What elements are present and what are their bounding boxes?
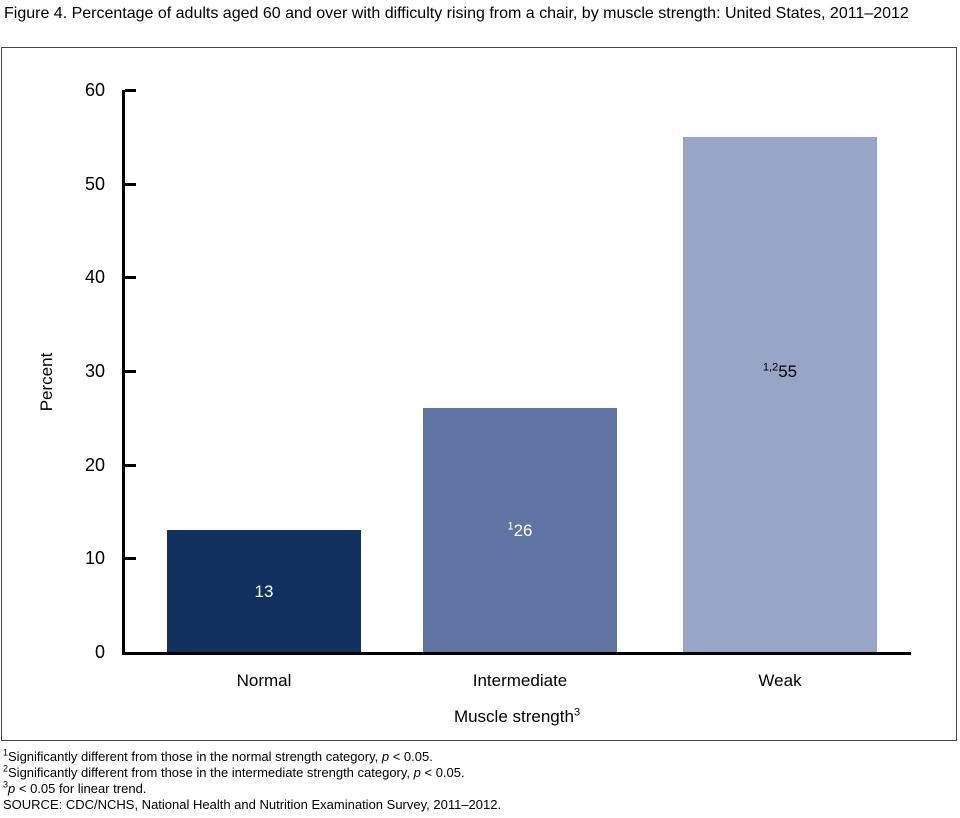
- bar-normal: [167, 530, 361, 652]
- bar-value-label: 126: [423, 520, 617, 542]
- bar-value-text: 26: [513, 521, 533, 540]
- x-axis-title: Muscle strength3: [123, 707, 911, 727]
- y-tick-label: 10: [84, 548, 105, 569]
- footnote-superscript: 3: [3, 779, 9, 790]
- footnote-2: 2Significantly different from those in t…: [3, 763, 465, 780]
- x-axis-title-text: Muscle strength: [453, 707, 574, 726]
- figure-title: Figure 4. Percentage of adults aged 60 a…: [4, 5, 909, 22]
- x-axis-line: [122, 652, 911, 655]
- footnote-superscript: 2: [3, 763, 9, 774]
- footnote-italic-p: p: [413, 765, 421, 780]
- footnote-superscript: 1: [3, 747, 9, 758]
- y-axis-line: [122, 90, 125, 655]
- bar-value-superscript: 1,2: [762, 361, 779, 374]
- footnote-3: 3p < 0.05 for linear trend.: [3, 779, 147, 796]
- y-tick-mark: [125, 557, 136, 561]
- y-tick-label: 60: [84, 80, 105, 100]
- y-tick-label: 20: [84, 454, 105, 475]
- bar-value-text: 13: [254, 582, 274, 601]
- bar-value-label: 1,255: [683, 361, 877, 383]
- x-axis-title-superscript: 3: [573, 706, 581, 719]
- footnote-italic-p: p: [8, 781, 16, 796]
- y-tick-mark: [125, 370, 136, 373]
- source-line: SOURCE: CDC/NCHS, National Health and Nu…: [3, 797, 502, 812]
- footnote-italic-p: p: [381, 749, 390, 764]
- y-tick-label: 50: [84, 173, 105, 194]
- y-tick-mark: [125, 89, 136, 92]
- y-tick-label: 40: [84, 267, 105, 288]
- bar-weak: [683, 137, 877, 652]
- y-tick-label: 0: [94, 642, 105, 662]
- bar-value-text: 55: [778, 362, 798, 381]
- footnotes: 1Significantly different from those in t…: [3, 747, 953, 813]
- footnote-1: 1Significantly different from those in t…: [3, 747, 433, 764]
- bar-value-label: 13: [167, 581, 361, 603]
- x-category-label: Normal: [236, 671, 292, 690]
- bar-intermediate: [423, 408, 617, 652]
- y-tick-mark: [125, 276, 136, 280]
- y-tick-mark: [125, 182, 136, 186]
- y-tick-mark: [125, 463, 136, 467]
- x-category-label: Intermediate: [472, 671, 568, 690]
- y-tick-label: 30: [84, 361, 105, 381]
- bar-value-superscript: 1: [507, 520, 514, 533]
- x-category-label: Weak: [758, 671, 802, 690]
